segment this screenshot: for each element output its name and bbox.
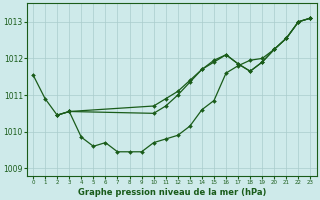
X-axis label: Graphe pression niveau de la mer (hPa): Graphe pression niveau de la mer (hPa) — [77, 188, 266, 197]
